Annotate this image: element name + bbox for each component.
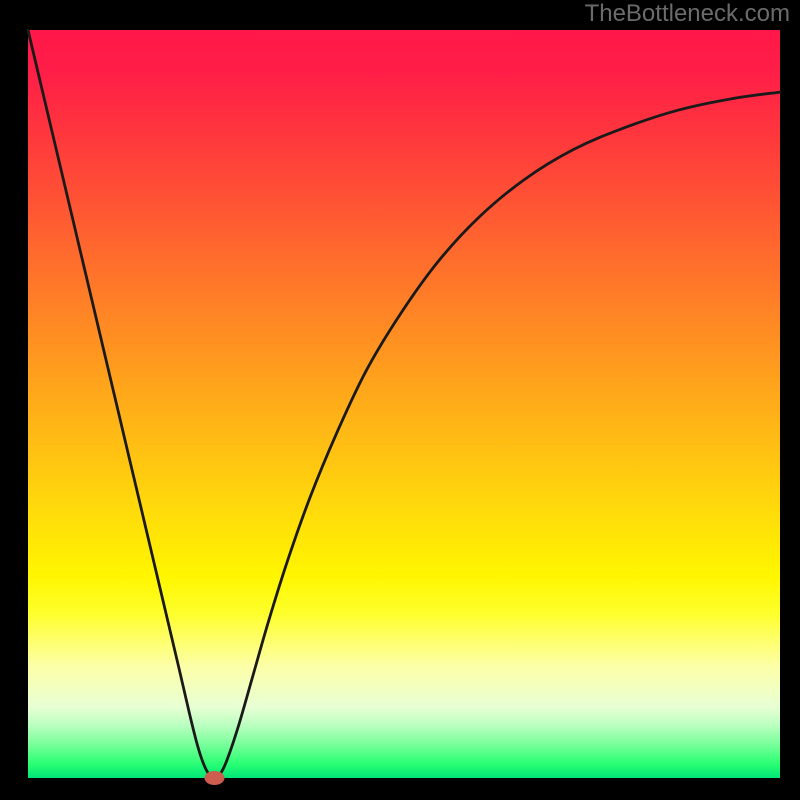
chart-stage: TheBottleneck.com (0, 0, 800, 800)
bottleneck-chart (0, 0, 800, 800)
watermark-text: TheBottleneck.com (585, 0, 790, 28)
gradient-background (28, 30, 780, 778)
minimum-marker (204, 771, 224, 785)
